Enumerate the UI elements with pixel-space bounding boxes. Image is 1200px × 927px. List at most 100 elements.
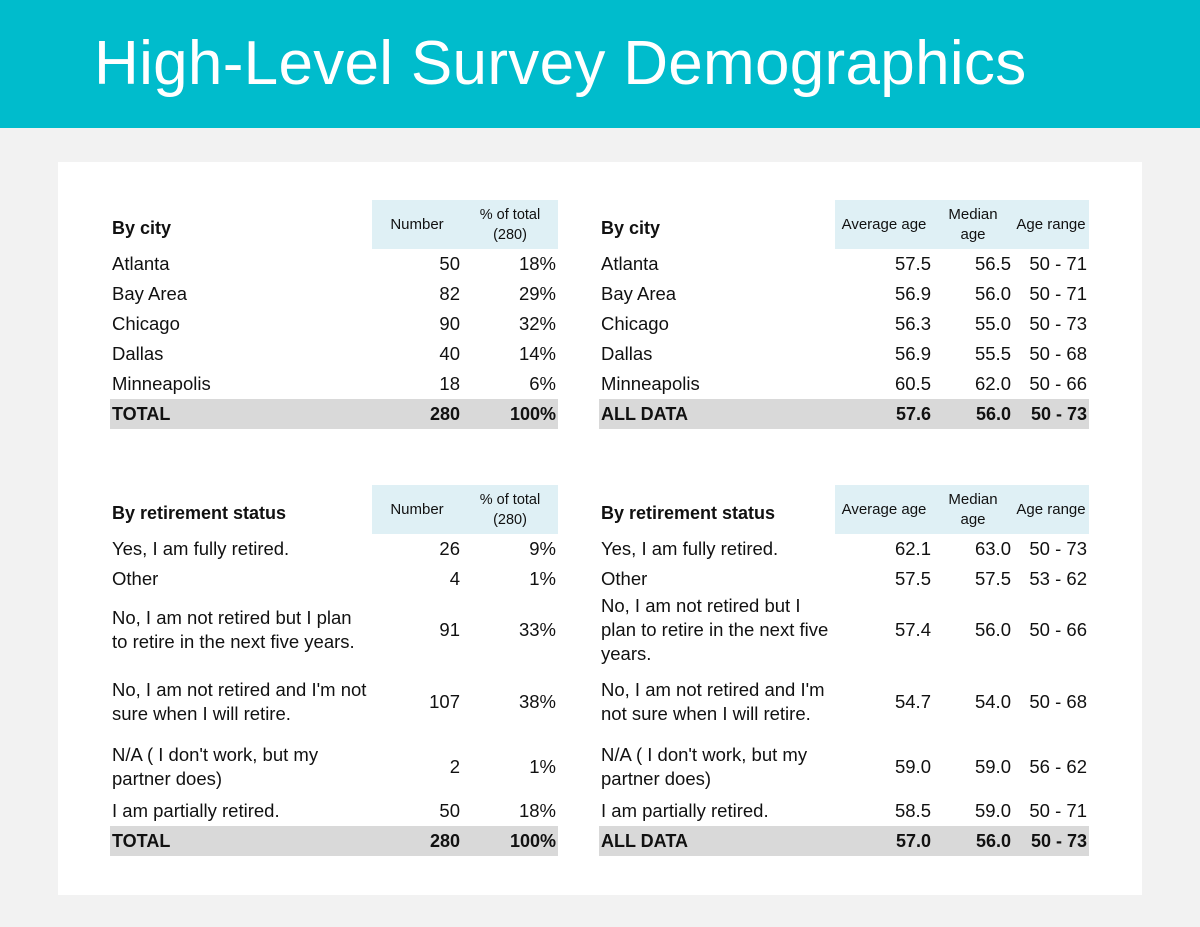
table-row: I am partially retired. 50 18% [110, 796, 558, 826]
cell-range: 50 - 73 [1029, 538, 1087, 559]
cell-number: 40 [439, 343, 460, 364]
table-row: Minneapolis 18 6% [110, 369, 558, 399]
col-median-age: Median age [933, 485, 1013, 534]
cell-pct: 14% [518, 343, 556, 364]
cell-pct: 18% [518, 800, 556, 821]
row-label: Bay Area [112, 283, 188, 304]
cell-range: 50 - 71 [1029, 800, 1087, 821]
table-row: Atlanta 50 18% [110, 249, 558, 279]
col-age-range: Age range [1013, 485, 1089, 534]
total-range: 50 - 73 [1013, 399, 1089, 429]
cell-avg: 57.5 [894, 253, 931, 274]
col-age-range: Age range [1013, 200, 1089, 249]
cell-range: 56 - 62 [1029, 756, 1087, 777]
city-age-rows: Atlanta 57.5 56.5 50 - 71 Bay Area 56.9 56.0 50… [599, 249, 1089, 429]
row-label: No, I am not retired but I plan to retir… [112, 607, 355, 652]
row-label: Minneapolis [112, 373, 211, 394]
page-title: High-Level Survey Demographics [94, 29, 1027, 98]
cell-avg: 62.1 [894, 538, 931, 559]
retirement-count-label: By retirement status [112, 503, 287, 523]
city-age-label: By city [601, 218, 661, 238]
table-row: Chicago 56.3 55.0 50 - 73 [599, 309, 1089, 339]
retirement-count-table: By retirement status Number % of total (… [110, 485, 558, 856]
total-label: ALL DATA [599, 826, 835, 856]
row-label: N/A ( I don't work, but my partner does) [601, 744, 808, 789]
col-number: Number [372, 200, 462, 249]
cell-avg: 56.9 [894, 343, 931, 364]
col-pct: % of total (280) [462, 200, 558, 249]
cell-number: 18 [439, 373, 460, 394]
cell-range: 50 - 73 [1029, 313, 1087, 334]
col-average-age: Average age [835, 200, 933, 249]
total-label: TOTAL [110, 399, 372, 429]
cell-pct: 9% [529, 538, 556, 559]
cell-avg: 60.5 [894, 373, 931, 394]
cell-avg: 58.5 [894, 800, 931, 821]
total-pct: 100% [462, 826, 558, 856]
retirement-age-rows: Yes, I am fully retired. 62.1 63.0 50 - 73 O… [599, 534, 1089, 856]
row-label: No, I am not retired but I plan to retir… [601, 595, 829, 664]
city-count-table: By city Number % of total (280) Atlanta 5… [110, 200, 558, 429]
total-number: 280 [372, 826, 462, 856]
row-label: I am partially retired. [112, 800, 280, 821]
table-row: Bay Area 82 29% [110, 279, 558, 309]
city-age-table: By city Average age Median age Age range… [599, 200, 1089, 429]
row-label: Dallas [601, 343, 653, 364]
table-row: No, I am not retired and I'm not sure wh… [599, 666, 1089, 738]
cell-number: 107 [429, 691, 460, 712]
table-row: Chicago 90 32% [110, 309, 558, 339]
table-row: N/A ( I don't work, but my partner does)… [110, 738, 558, 796]
retirement-age-label: By retirement status [601, 503, 776, 523]
cell-median: 55.0 [974, 313, 1011, 334]
table-row: N/A ( I don't work, but my partner does)… [599, 738, 1089, 796]
cell-pct: 6% [529, 373, 556, 394]
title-banner: High-Level Survey Demographics [0, 0, 1200, 128]
cell-number: 91 [439, 619, 460, 640]
row-label: Other [601, 568, 648, 589]
cell-avg: 57.4 [894, 619, 931, 640]
cell-number: 4 [449, 568, 460, 589]
table-row: I am partially retired. 58.5 59.0 50 - 71 [599, 796, 1089, 826]
table-row: Dallas 56.9 55.5 50 - 68 [599, 339, 1089, 369]
col-pct: % of total (280) [462, 485, 558, 534]
total-row: TOTAL 280 100% [110, 399, 558, 429]
cell-median: 57.5 [974, 568, 1011, 589]
row-label: Atlanta [601, 253, 659, 274]
cell-pct: 38% [518, 691, 556, 712]
cell-number: 26 [439, 538, 460, 559]
total-label: TOTAL [110, 826, 372, 856]
cell-median: 55.5 [974, 343, 1011, 364]
cell-median: 54.0 [974, 691, 1011, 712]
table-row: Yes, I am fully retired. 26 9% [110, 534, 558, 564]
cell-range: 50 - 66 [1029, 619, 1087, 640]
cell-number: 90 [439, 313, 460, 334]
table-row: Bay Area 56.9 56.0 50 - 71 [599, 279, 1089, 309]
city-count-rows: Atlanta 50 18% Bay Area 82 29% Chicago 90 32% Dal… [110, 249, 558, 429]
cell-avg: 57.5 [894, 568, 931, 589]
cell-number: 82 [439, 283, 460, 304]
total-pct: 100% [462, 399, 558, 429]
cell-number: 2 [449, 756, 460, 777]
total-label: ALL DATA [599, 399, 835, 429]
row-label: Bay Area [601, 283, 677, 304]
cell-median: 59.0 [974, 800, 1011, 821]
row-label: Dallas [112, 343, 164, 364]
cell-pct: 33% [518, 619, 556, 640]
total-range: 50 - 73 [1013, 826, 1089, 856]
row-label: Minneapolis [601, 373, 700, 394]
row-label: I am partially retired. [601, 800, 769, 821]
total-avg: 57.6 [835, 399, 933, 429]
total-median: 56.0 [933, 399, 1013, 429]
table-row: Other 4 1% [110, 564, 558, 594]
total-number: 280 [372, 399, 462, 429]
cell-range: 50 - 71 [1029, 253, 1087, 274]
table-row: Atlanta 57.5 56.5 50 - 71 [599, 249, 1089, 279]
row-label: Atlanta [112, 253, 170, 274]
row-label: No, I am not retired and I'm not sure wh… [601, 679, 825, 724]
cell-range: 53 - 62 [1029, 568, 1087, 589]
col-median-age: Median age [933, 200, 1013, 249]
cell-avg: 54.7 [894, 691, 931, 712]
cell-avg: 56.3 [894, 313, 931, 334]
col-number: Number [372, 485, 462, 534]
row-label: Chicago [601, 313, 669, 334]
